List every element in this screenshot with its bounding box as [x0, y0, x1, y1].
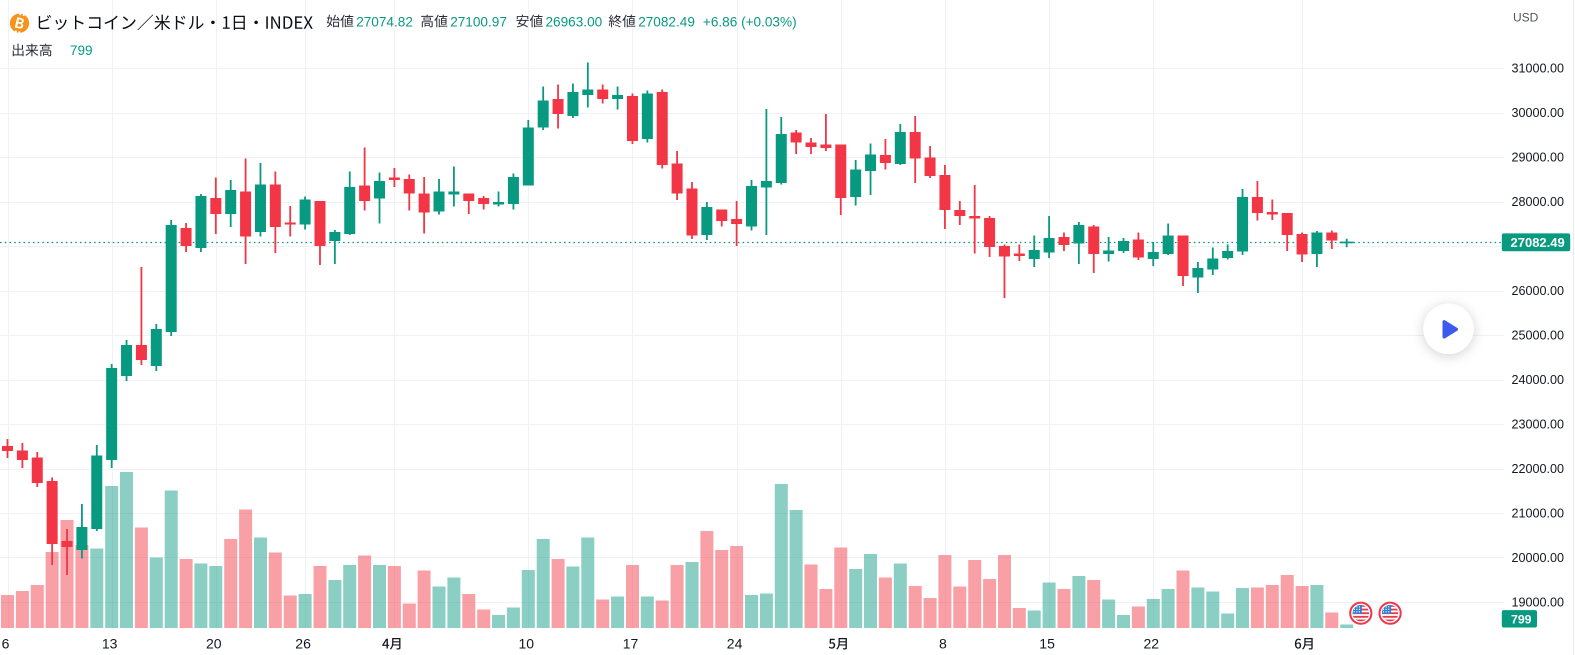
svg-text:29000.00: 29000.00: [1512, 151, 1565, 165]
svg-text:20: 20: [206, 636, 222, 652]
svg-text:26000.00: 26000.00: [1512, 284, 1565, 298]
svg-text:799: 799: [70, 43, 93, 58]
svg-text:799: 799: [1511, 612, 1532, 626]
svg-text:8: 8: [939, 636, 947, 652]
svg-text:26: 26: [295, 636, 311, 652]
svg-text:13: 13: [102, 636, 118, 652]
svg-text:17: 17: [623, 636, 639, 652]
svg-text:28000.00: 28000.00: [1512, 195, 1565, 209]
svg-text:25000.00: 25000.00: [1512, 328, 1565, 342]
svg-text:23000.00: 23000.00: [1512, 417, 1565, 431]
svg-text:+6.86 (+0.03%): +6.86 (+0.03%): [703, 14, 797, 29]
svg-text:10: 10: [519, 636, 535, 652]
svg-text:27082.49: 27082.49: [638, 14, 695, 29]
svg-text:19000.00: 19000.00: [1512, 595, 1565, 609]
svg-text:27074.82: 27074.82: [356, 14, 413, 29]
svg-text:27082.49: 27082.49: [1511, 235, 1565, 250]
svg-text:27100.97: 27100.97: [450, 14, 507, 29]
svg-text:22000.00: 22000.00: [1512, 462, 1565, 476]
svg-text:26963.00: 26963.00: [546, 14, 603, 29]
svg-text:6: 6: [2, 636, 10, 652]
svg-text:30000.00: 30000.00: [1512, 106, 1565, 120]
svg-text:31000.00: 31000.00: [1512, 62, 1565, 76]
svg-text:15: 15: [1039, 636, 1055, 652]
svg-text:24: 24: [727, 636, 743, 652]
svg-text:22: 22: [1144, 636, 1160, 652]
svg-text:21000.00: 21000.00: [1512, 506, 1565, 520]
svg-text:20000.00: 20000.00: [1512, 551, 1565, 565]
svg-text:24000.00: 24000.00: [1512, 373, 1565, 387]
svg-text:USD: USD: [1513, 11, 1539, 25]
